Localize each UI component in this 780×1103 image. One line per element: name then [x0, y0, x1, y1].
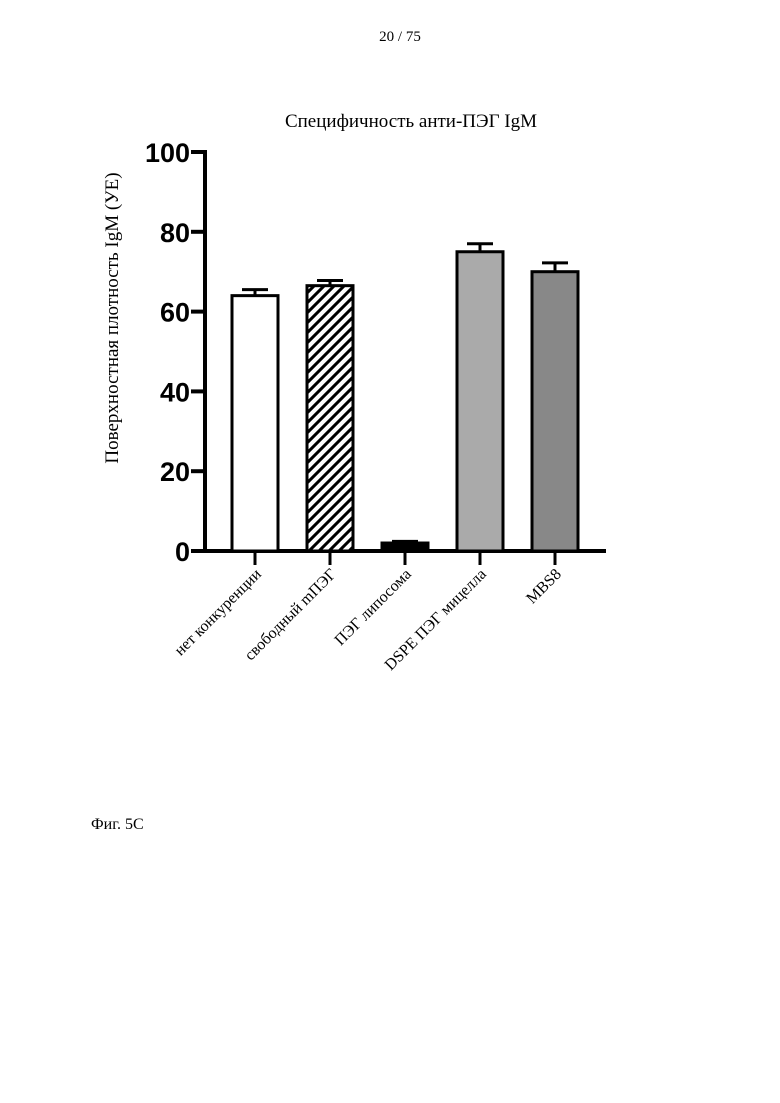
bar	[307, 286, 353, 551]
x-category-label: ПЭГ липосома	[332, 566, 415, 649]
bar	[232, 296, 278, 551]
figure-caption: Фиг. 5С	[91, 816, 144, 834]
y-tick-label: 80	[160, 218, 190, 248]
chart-title: Специфичность анти-ПЭГ IgM	[285, 111, 537, 132]
y-tick-label: 60	[160, 298, 190, 328]
y-tick-label: 20	[160, 457, 190, 487]
bar	[382, 543, 428, 551]
bar-chart: Специфичность анти-ПЭГ IgM Поверхностная…	[0, 0, 780, 800]
y-tick-label: 40	[160, 377, 190, 407]
bar	[457, 252, 503, 551]
x-category-label: MBS8	[523, 566, 565, 608]
bar	[532, 272, 578, 551]
y-axis-label: Поверхностная плотность IgM (УЕ)	[102, 172, 123, 463]
y-tick-label: 100	[145, 138, 190, 168]
y-tick-label: 0	[175, 537, 190, 567]
